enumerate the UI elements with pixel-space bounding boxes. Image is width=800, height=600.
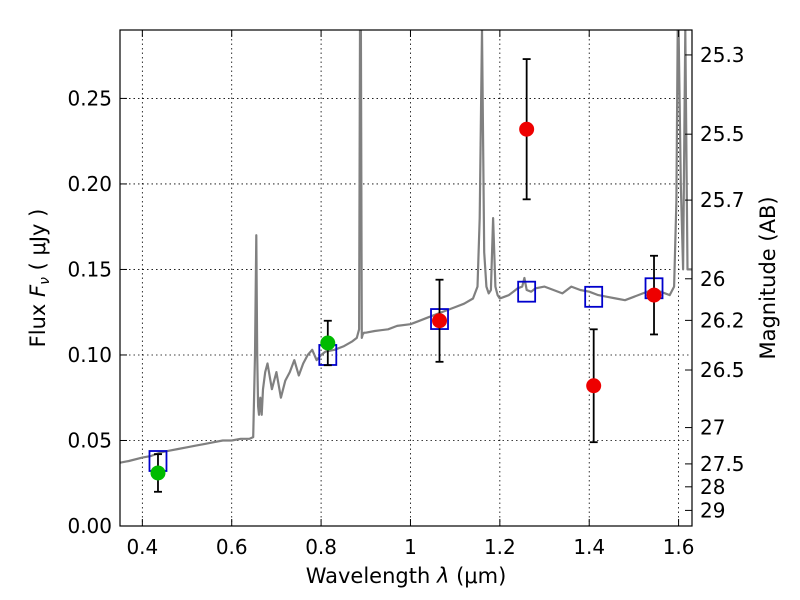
plot-frame xyxy=(119,29,693,527)
photometry-point xyxy=(320,319,336,367)
grid xyxy=(120,30,692,526)
y2-axis-title: Magnitude (AB) xyxy=(756,196,780,359)
photometry-point xyxy=(646,254,662,336)
y-axis-title: Flux Fν ( μJy ) xyxy=(26,209,53,348)
photometry-point xyxy=(519,58,535,201)
green-data-point xyxy=(320,335,336,351)
y2-tick-label: 27.5 xyxy=(700,452,745,476)
y2-tick-label: 25.7 xyxy=(700,188,745,212)
y-tick-label: 0.15 xyxy=(67,257,112,281)
x-tick-label: 0.4 xyxy=(126,535,158,559)
x-tick-label: 1.6 xyxy=(663,535,695,559)
x-tick-label: 1.2 xyxy=(484,535,516,559)
y2-tick-label: 26 xyxy=(700,267,725,291)
red-data-point xyxy=(519,121,535,137)
ticks: 0.4 0.6 0.8 1 1.2 1.4 1.6 0.00 0.05 0.10 0.15 0.20 0… xyxy=(67,30,745,559)
model-box-marker xyxy=(584,285,604,308)
y2-tick-label: 28 xyxy=(700,475,725,499)
plot-area xyxy=(120,30,692,493)
y-tick-label: 0.20 xyxy=(67,172,112,196)
y2-tick-label: 27 xyxy=(700,416,725,440)
x-axis-title: Wavelength λ (μm) xyxy=(306,564,507,588)
x-tick-label: 1 xyxy=(404,535,417,559)
y2-tick-label: 25.5 xyxy=(700,122,745,146)
photometry-point xyxy=(586,328,602,444)
y2-tick-label: 25.3 xyxy=(700,43,745,67)
y2-tick-label: 26.5 xyxy=(700,358,745,382)
photometry-point xyxy=(432,278,448,363)
x-tick-label: 1.4 xyxy=(573,535,605,559)
x-tick-label: 0.8 xyxy=(305,535,337,559)
x-tick-label: 0.6 xyxy=(216,535,248,559)
red-data-point xyxy=(432,313,448,329)
red-data-point xyxy=(646,287,662,303)
green-data-point xyxy=(150,465,166,481)
model-box-marker xyxy=(517,280,537,303)
y-tick-label: 0.05 xyxy=(67,428,112,452)
y-tick-label: 0.00 xyxy=(67,514,112,538)
y2-tick-label: 29 xyxy=(700,498,725,522)
y-tick-label: 0.10 xyxy=(67,343,112,367)
y-tick-label: 0.25 xyxy=(67,86,112,110)
spectrum-line xyxy=(120,30,692,464)
y2-tick-label: 26.2 xyxy=(700,308,745,332)
red-data-point xyxy=(586,378,602,394)
photometry-point xyxy=(150,453,166,493)
